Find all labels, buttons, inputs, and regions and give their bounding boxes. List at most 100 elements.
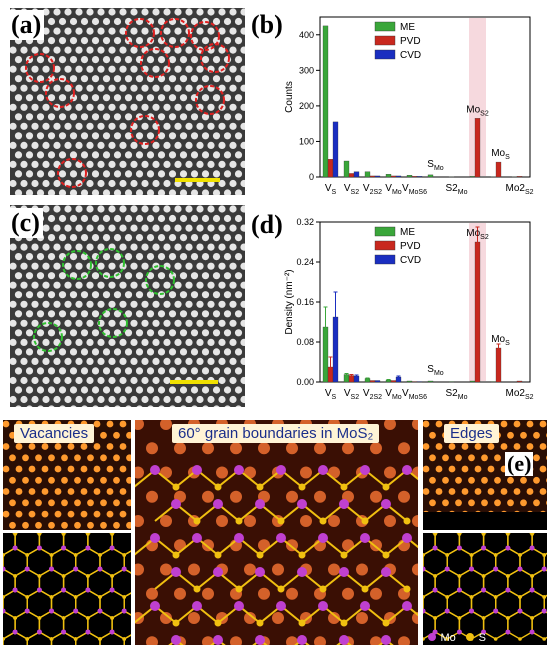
bar-me-v2s2 [364, 378, 371, 383]
defect-circle [130, 115, 160, 145]
bar-pvd-v2s2 [369, 380, 376, 383]
bar-me-s2mo [448, 381, 455, 383]
bar-me-smo [427, 174, 434, 178]
s-legend-label: S [478, 632, 486, 644]
bar-cvd-v2s2 [374, 380, 381, 383]
mo-legend-label: Mo [440, 632, 456, 644]
defect-circle [25, 53, 55, 83]
defect-circle [140, 48, 170, 78]
legend-swatch-pvd [374, 240, 396, 251]
bar-me-smo [427, 380, 434, 383]
bar-pvd-mos [495, 161, 502, 178]
x-tick-label: V2S2 [363, 183, 382, 196]
y-tick-label: 300 [299, 65, 314, 75]
x-tick-label: MoS [491, 148, 510, 161]
defect-circle [45, 78, 75, 108]
legend-label-me: ME [400, 227, 415, 238]
defect-circles-green [33, 248, 175, 352]
grain-boundary-panel [132, 418, 453, 651]
y-tick-label: 0.00 [296, 377, 314, 387]
bar-me-mos2 [469, 176, 476, 178]
x-tick-label: S2Mo [446, 388, 468, 401]
legend-label-me: ME [400, 22, 415, 33]
x-tick-label: VMo [385, 388, 402, 401]
defect-circles-red [25, 18, 230, 188]
bar-me-v2s2 [364, 171, 371, 178]
bar-pvd-mo2s2 [516, 380, 523, 383]
y-tick-label: 0.24 [296, 257, 314, 267]
x-tick-label: MoS2 [466, 104, 489, 117]
vacuum-region [423, 512, 547, 530]
bar-me-mos2 [469, 380, 476, 383]
grain-boundary-model-overlay [133, 465, 453, 651]
defect-circle [195, 85, 225, 115]
defect-circle [57, 158, 87, 188]
legend-swatch-cvd [374, 49, 396, 60]
x-tick-label: MoS [491, 334, 510, 347]
bar-me-vmos6 [406, 175, 413, 178]
bar-cvd-vs [332, 121, 339, 178]
panel-label-a: (a) [8, 10, 45, 40]
grain-boundary-title: 60° grain boundaries in MoS₂ [172, 424, 380, 443]
stem-image-c [10, 205, 245, 407]
x-tick-label: VS [325, 388, 337, 401]
x-tick-label: VMoS6 [402, 388, 427, 401]
bar-pvd-mos2 [474, 118, 481, 178]
edges-title: Edges [444, 424, 499, 443]
x-tick-label: VS2 [344, 388, 359, 401]
bar-me-mos [490, 381, 497, 383]
bar-pvd-vmos6 [411, 381, 418, 383]
bar-me-vs [322, 25, 329, 178]
bar-pvd-vmo [390, 380, 397, 383]
bar-me-vmo [385, 174, 392, 178]
highlight-band [469, 18, 486, 176]
panel-label-e: (e) [505, 451, 534, 476]
bar-me-vs2 [343, 374, 350, 383]
x-tick-label: SMo [427, 364, 444, 377]
bar-pvd-vs2 [348, 173, 355, 178]
bar-me-vmos6 [406, 380, 413, 383]
honeycomb-model [384, 524, 550, 641]
legend-label-pvd: PVD [400, 36, 421, 47]
bar-pvd-mos2 [474, 241, 481, 383]
bar-cvd-v2s2 [374, 175, 381, 178]
chart-legend: ME PVD CVD [374, 226, 421, 266]
bar-pvd-vs [327, 159, 334, 178]
defect-circle [190, 21, 220, 51]
atom-legend: Mo S [428, 628, 486, 646]
defect-circle [145, 265, 175, 295]
scale-bar [175, 178, 220, 182]
x-tick-label: MoS2 [466, 228, 489, 241]
bar-cvd-vs2 [353, 171, 360, 178]
bar-pvd-mo2s2 [516, 176, 523, 178]
bar-cvd-vmo [395, 175, 402, 178]
y-tick-label: 0.08 [296, 337, 314, 347]
bar-me-vs2 [343, 160, 350, 178]
y-tick-label: 0.32 [296, 217, 314, 227]
x-tick-label: V2S2 [363, 388, 382, 401]
panel-label-c: (c) [8, 208, 43, 238]
legend-swatch-cvd [374, 254, 396, 265]
panel-c-image [10, 205, 245, 407]
y-axis-label: Density (nm⁻²) [284, 269, 295, 334]
defect-circle [98, 308, 128, 338]
bar-cvd-vmos6 [416, 176, 423, 178]
chart-d-density: 0.00 0.08 0.16 0.24 0.32 Density (nm⁻²) VS VS2 V… [284, 217, 534, 401]
defect-circle [125, 18, 155, 48]
lattice-atoms [10, 205, 245, 407]
x-tick-label: S2Mo [446, 183, 468, 196]
legend-swatch-pvd [374, 35, 396, 46]
x-tick-label: VS2 [344, 183, 359, 196]
defect-circle [33, 322, 63, 352]
x-tick-label: VS [325, 183, 337, 196]
defect-circle [160, 18, 190, 48]
x-tick-label: VMoS6 [402, 183, 427, 196]
bar-pvd-vmos6 [411, 176, 418, 178]
honeycomb-model [0, 524, 176, 651]
y-tick-label: 0.16 [296, 297, 314, 307]
defect-circle [62, 250, 92, 280]
legend-swatch-me [374, 226, 396, 237]
legend-label-pvd: PVD [400, 241, 421, 252]
stem-image-a [10, 8, 245, 195]
chart-axes [319, 16, 531, 178]
